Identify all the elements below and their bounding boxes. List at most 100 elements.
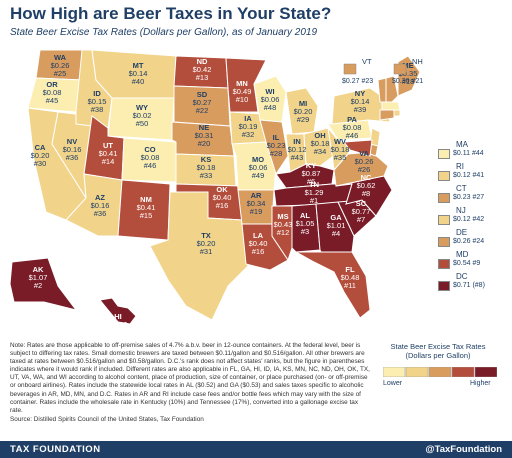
state-rank-fl: #11 (344, 281, 356, 290)
state-label-nv: NV (67, 137, 77, 146)
sidebar-abbr-ri: RI (456, 162, 464, 171)
state-label-nm: NM (140, 195, 152, 204)
sidebar-value-ri: $0.12 #41 (453, 172, 485, 179)
state-rate-wy: $0.02 (133, 111, 152, 120)
state-label-ks: KS (201, 155, 211, 164)
state-rank-co: #46 (144, 161, 157, 170)
sidebar-value-md: $0.54 #9 (453, 260, 481, 267)
legend-scale (383, 367, 497, 377)
state-rank-mn: #10 (236, 95, 249, 104)
state-label-tx: TX (201, 231, 211, 240)
state-shape-nh (385, 75, 399, 105)
state-label-ga: GA (330, 213, 342, 222)
callout-swatch-vt (343, 63, 357, 75)
state-rate-il: $0.23 (267, 141, 286, 150)
state-label-ny: NY (355, 89, 365, 98)
state-rate-ky: $0.87 (302, 169, 321, 178)
state-label-la: LA (253, 231, 264, 240)
callout-value-nh: $0.30 #21 (392, 78, 423, 85)
state-rank-mt: #40 (132, 77, 145, 86)
state-label-nc: NC (361, 173, 372, 182)
state-rate-la: $0.40 (249, 239, 268, 248)
state-rate-nc: $0.62 (357, 181, 376, 190)
state-rate-wv: $0.18 (331, 145, 350, 154)
state-rank-sc: #7 (357, 215, 365, 224)
state-shape-ak (9, 257, 78, 311)
state-shape-wi (253, 75, 287, 123)
state-label-wi: WI (265, 87, 274, 96)
state-shape-nc (335, 175, 393, 217)
callout-label-vt: VT (362, 57, 372, 66)
state-rank-ms: #12 (277, 228, 290, 237)
legend-higher-label: Higher (470, 380, 491, 387)
state-label-ca: CA (35, 143, 46, 152)
state-shape-hi (99, 297, 137, 325)
state-rate-mi: $0.20 (294, 107, 313, 116)
state-rate-pa: $0.08 (343, 123, 362, 132)
footer-bar: TAX FOUNDATION @TaxFoundation (0, 441, 512, 458)
state-shape-mi (285, 87, 319, 135)
sidebar-swatch-dc (438, 281, 450, 291)
state-label-ne: NE (199, 123, 209, 132)
sidebar-abbr-ma: MA (456, 140, 468, 149)
state-label-al: AL (300, 211, 310, 220)
state-shape-ri (393, 109, 401, 117)
state-rank-ny: #39 (354, 105, 367, 114)
state-rank-nv: #36 (66, 153, 79, 162)
state-rate-nv: $0.16 (63, 145, 82, 154)
state-rate-ut: $0.41 (99, 149, 118, 158)
state-rank-sd: #22 (196, 106, 209, 115)
state-label-id: ID (93, 89, 101, 98)
state-rank-wy: #50 (136, 119, 149, 128)
state-rate-nm: $0.41 (137, 203, 156, 212)
sidebar-abbr-nj: NJ (456, 206, 466, 215)
sidebar-value-ma: $0.11 #44 (453, 150, 484, 157)
state-rate-ok: $0.40 (213, 193, 232, 202)
state-rank-az: #36 (94, 209, 107, 218)
legend-swatch-mid (428, 367, 452, 377)
state-shape-ms (271, 205, 293, 262)
state-rank-il: #28 (270, 149, 283, 158)
state-rank-ar: #19 (250, 207, 263, 216)
state-rate-ak: $1.07 (29, 273, 48, 282)
state-rate-wa: $0.26 (51, 61, 70, 70)
state-rate-nd: $0.42 (193, 65, 212, 74)
sidebar-swatch-ma (438, 149, 450, 159)
state-rank-ca: #30 (34, 159, 47, 168)
state-label-tn: TN (309, 180, 319, 189)
state-rank-mi: #29 (297, 115, 310, 124)
state-label-hi: HI (114, 312, 122, 321)
state-label-fl: FL (345, 265, 355, 274)
page-subtitle: State Beer Excise Tax Rates (Dollars per… (10, 27, 318, 38)
state-label-ky: KY (306, 161, 316, 170)
sidebar-swatch-md (438, 259, 450, 269)
state-rate-tn: $1.29 (305, 188, 324, 197)
sidebar-swatch-de (438, 237, 450, 247)
page-title: How High are Beer Taxes in Your State? (10, 4, 332, 23)
state-label-in: IN (293, 137, 301, 146)
state-label-sc: SC (356, 199, 367, 208)
state-rank-mo: #49 (252, 171, 265, 180)
footer-twitter-handle[interactable]: @TaxFoundation (425, 444, 502, 455)
state-shape-vt (377, 77, 387, 103)
legend-swatch-lowest (383, 367, 406, 377)
sidebar-swatch-nj (438, 215, 450, 225)
state-rate-ks: $0.18 (197, 163, 216, 172)
state-label-or: OR (46, 80, 58, 89)
sidebar-abbr-dc: DC (456, 272, 468, 281)
state-rank-in: #43 (291, 153, 304, 162)
sidebar-value-ct: $0.23 #27 (453, 194, 485, 201)
state-rate-fl: $0.48 (341, 273, 360, 282)
callout-swatch-nh (393, 63, 407, 75)
legend-swatch-high (451, 367, 475, 377)
state-rate-me: $0.35 (399, 69, 418, 78)
state-label-mo: MO (252, 155, 264, 164)
state-rank-or: #45 (46, 96, 59, 105)
state-rank-wi: #48 (264, 103, 277, 112)
state-rank-ks: #33 (200, 171, 213, 180)
state-shape-il (259, 119, 289, 176)
state-label-ut: UT (103, 141, 113, 150)
state-rate-va: $0.26 (355, 157, 374, 166)
sidebar-swatch-ct (438, 193, 450, 203)
state-rank-ia: #32 (242, 130, 255, 139)
